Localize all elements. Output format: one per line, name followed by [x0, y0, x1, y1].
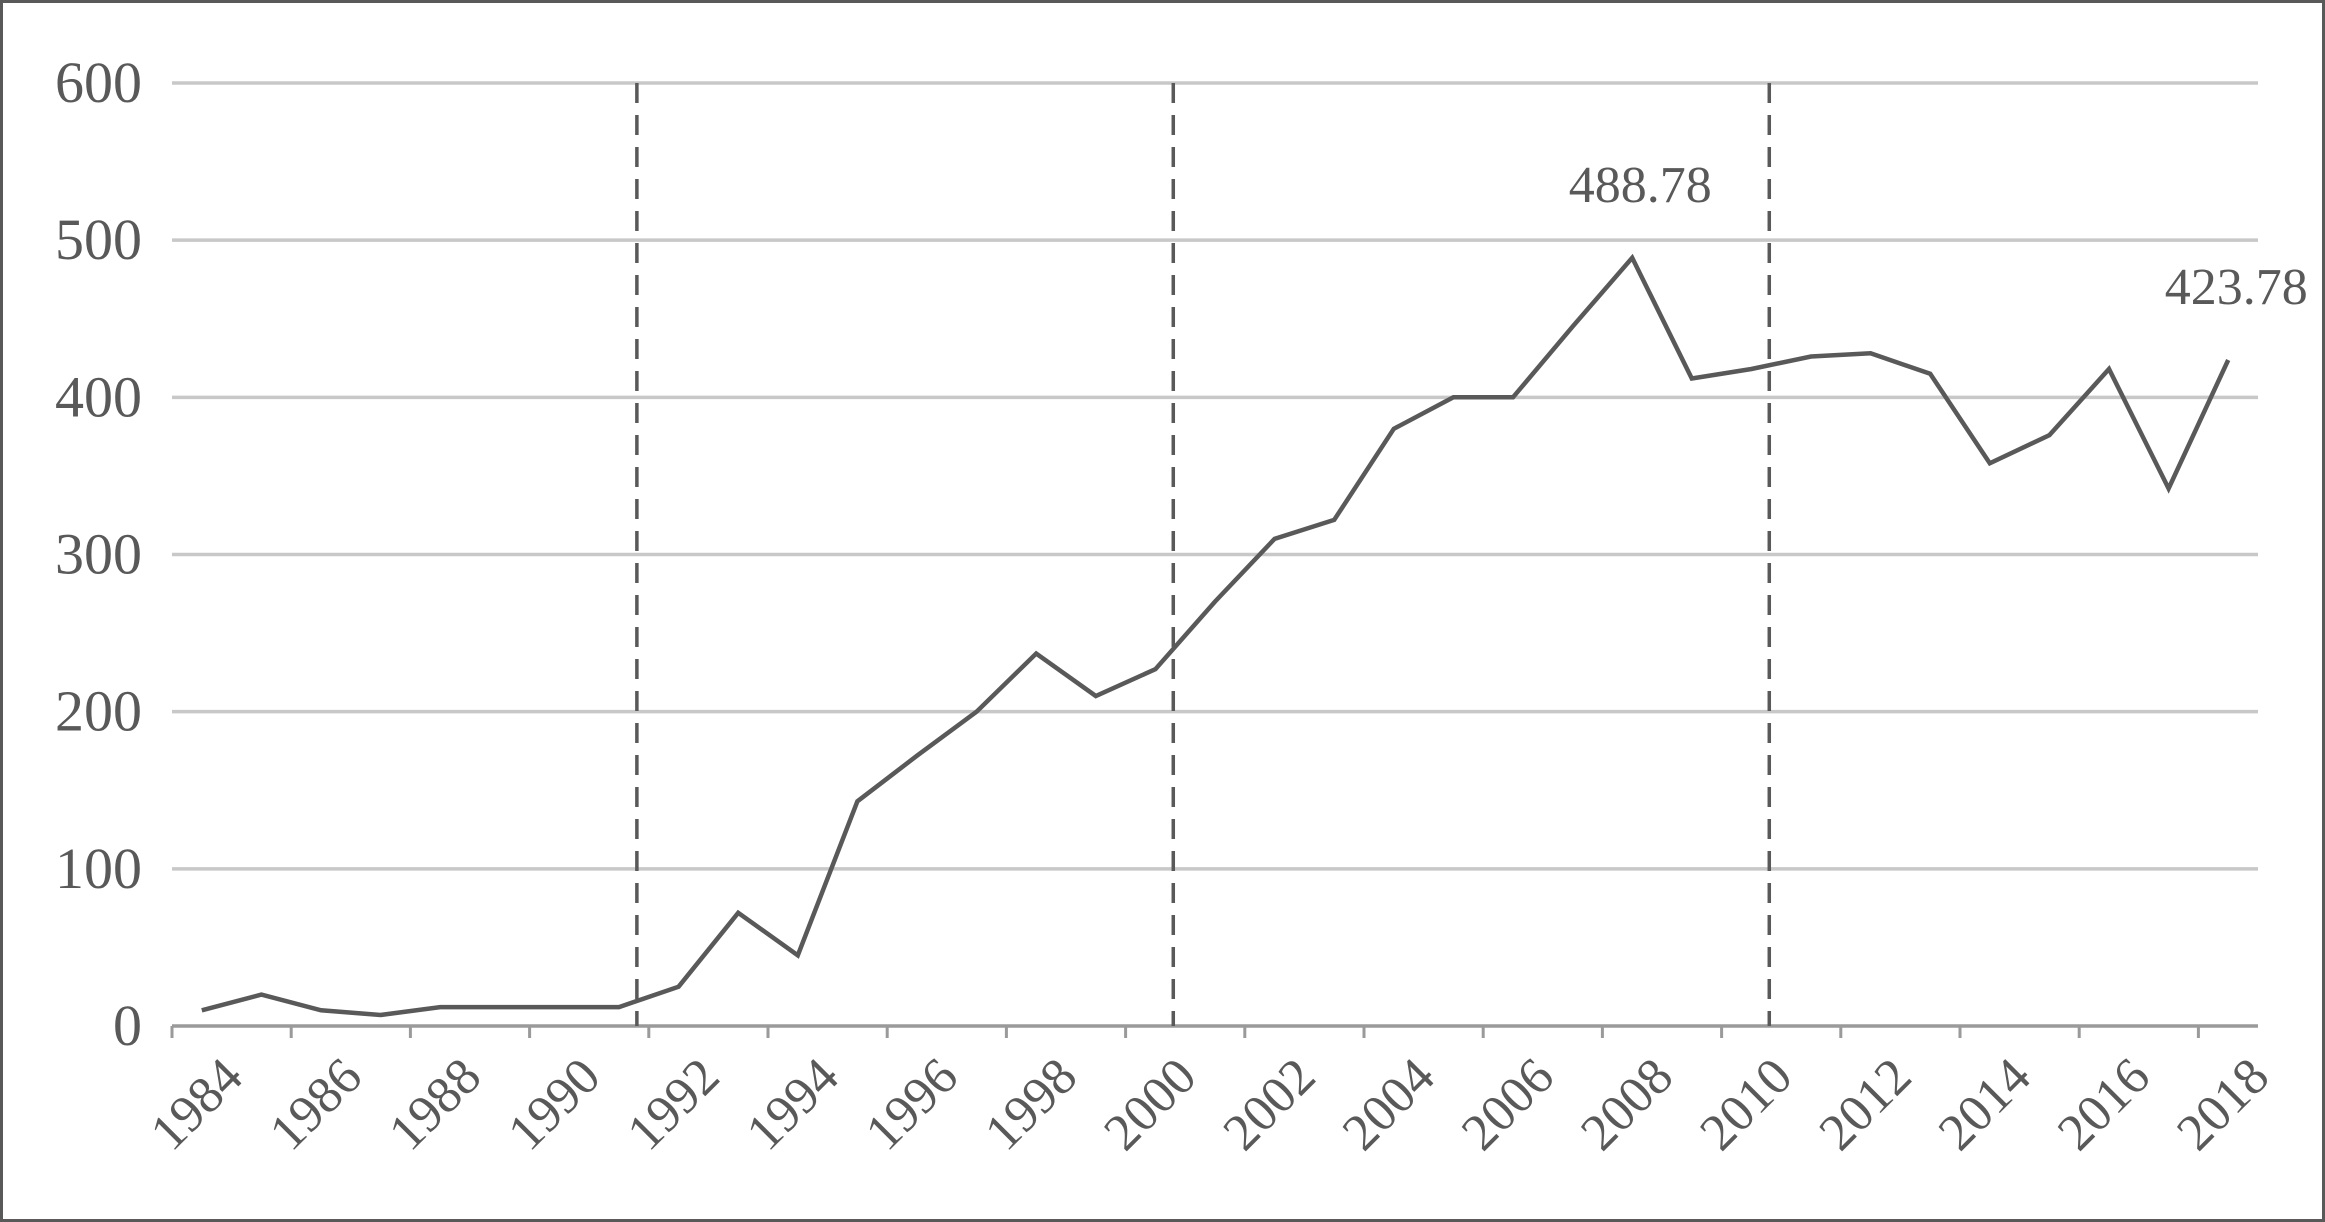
x-tick-label: 2012: [1809, 1048, 1923, 1162]
gridlines: [172, 81, 2258, 871]
y-axis-ticks: 0 100 200 300 400 500 600: [55, 50, 142, 1058]
y-tick-label: 400: [55, 364, 142, 429]
y-tick-label: 500: [55, 207, 142, 272]
x-tick-label: 1994: [736, 1048, 850, 1162]
x-tick-label: 1986: [259, 1048, 373, 1162]
x-tick-label: 1984: [140, 1048, 254, 1162]
x-tick-label: 2014: [1928, 1048, 2042, 1162]
y-tick-label: 600: [55, 50, 142, 115]
x-tick-label: 2018: [2166, 1048, 2280, 1162]
x-tick-label: 1990: [497, 1048, 611, 1162]
reference-lines: [635, 83, 1772, 1026]
x-tick-label: 2002: [1213, 1048, 1327, 1162]
series-line: [201, 253, 2231, 1018]
x-tick-label: 1998: [974, 1048, 1088, 1162]
data-labels: 488.78 423.78: [1569, 157, 2308, 316]
y-tick-label: 300: [55, 522, 142, 587]
x-axis: 1984 1986 1988 1990 1992 1994 1996 1998 2000 2002…: [140, 1024, 2280, 1162]
y-tick-label: 0: [113, 993, 142, 1058]
x-tick-label: 2006: [1451, 1048, 1565, 1162]
x-tick-label: 1992: [617, 1048, 731, 1162]
x-tick-label: 2004: [1332, 1048, 1446, 1162]
data-label: 488.78: [1569, 157, 1712, 214]
x-tick-label: 2016: [2047, 1048, 2161, 1162]
y-tick-label: 100: [55, 836, 142, 901]
x-tick-label: 1988: [378, 1048, 492, 1162]
x-tick-label: 2010: [1689, 1048, 1803, 1162]
series-layer: [201, 253, 2231, 1018]
y-tick-label: 200: [55, 679, 142, 744]
x-tick-label: 2008: [1570, 1048, 1684, 1162]
data-label: 423.78: [2165, 259, 2308, 316]
x-tick-label: 1996: [855, 1048, 969, 1162]
x-tick-label: 2000: [1093, 1048, 1207, 1162]
